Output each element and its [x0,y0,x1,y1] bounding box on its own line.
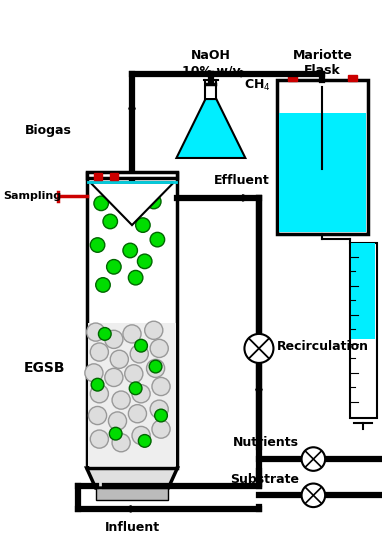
Polygon shape [176,99,245,158]
Circle shape [119,185,134,200]
Bar [350,243,377,418]
Circle shape [150,233,165,247]
Circle shape [88,406,107,425]
Circle shape [110,350,128,368]
Circle shape [149,360,162,373]
Circle shape [85,364,103,382]
Polygon shape [90,182,174,225]
Circle shape [91,378,104,391]
Text: Sampling: Sampling [3,191,61,201]
Circle shape [87,323,105,341]
Text: EGSB: EGSB [23,361,65,376]
Polygon shape [87,468,177,488]
Circle shape [137,254,152,269]
Circle shape [301,484,325,507]
Circle shape [132,427,150,444]
Circle shape [135,339,147,352]
Text: Influent: Influent [104,521,160,534]
Polygon shape [96,488,168,500]
Circle shape [105,330,123,348]
Bar [288,75,297,81]
Circle shape [147,359,165,377]
Circle shape [90,430,108,448]
Circle shape [138,434,151,447]
Circle shape [90,385,108,403]
Circle shape [103,214,118,229]
Circle shape [98,328,111,340]
Circle shape [129,382,142,395]
Text: Mariotte
Flask: Mariotte Flask [293,49,353,77]
Circle shape [96,278,110,292]
Text: NaOH
10% w/v: NaOH 10% w/v [182,49,240,77]
Bar [94,173,102,180]
Circle shape [128,405,147,423]
Circle shape [245,334,273,363]
Circle shape [132,385,150,403]
Text: Biogas: Biogas [25,124,72,138]
Circle shape [108,412,127,430]
Circle shape [136,218,150,233]
Bar [110,173,118,180]
Circle shape [145,321,163,339]
Text: Nutrients: Nutrients [233,436,299,449]
Circle shape [128,271,143,285]
Circle shape [152,377,170,396]
Text: CH$_4$: CH$_4$ [245,78,271,93]
Circle shape [130,345,148,363]
Circle shape [152,420,170,438]
Circle shape [105,368,123,386]
Bar [277,80,368,234]
Text: Substrate: Substrate [230,472,299,486]
Circle shape [150,339,168,358]
Circle shape [123,325,141,343]
Text: Recirculation: Recirculation [277,340,369,353]
Circle shape [147,195,161,209]
Circle shape [112,434,130,452]
Circle shape [90,238,105,252]
Circle shape [150,400,168,418]
Circle shape [94,196,108,211]
Text: Effluent: Effluent [214,174,269,187]
Bar [279,113,366,233]
Circle shape [155,409,167,422]
Circle shape [301,447,325,471]
Circle shape [125,364,143,383]
Circle shape [90,343,108,361]
Bar [87,173,177,178]
Circle shape [107,259,121,274]
Circle shape [112,391,130,409]
Bar [348,75,357,81]
Bar [87,173,177,468]
Circle shape [109,427,122,440]
Circle shape [123,243,137,258]
Bar [88,323,175,466]
Bar [351,243,375,339]
